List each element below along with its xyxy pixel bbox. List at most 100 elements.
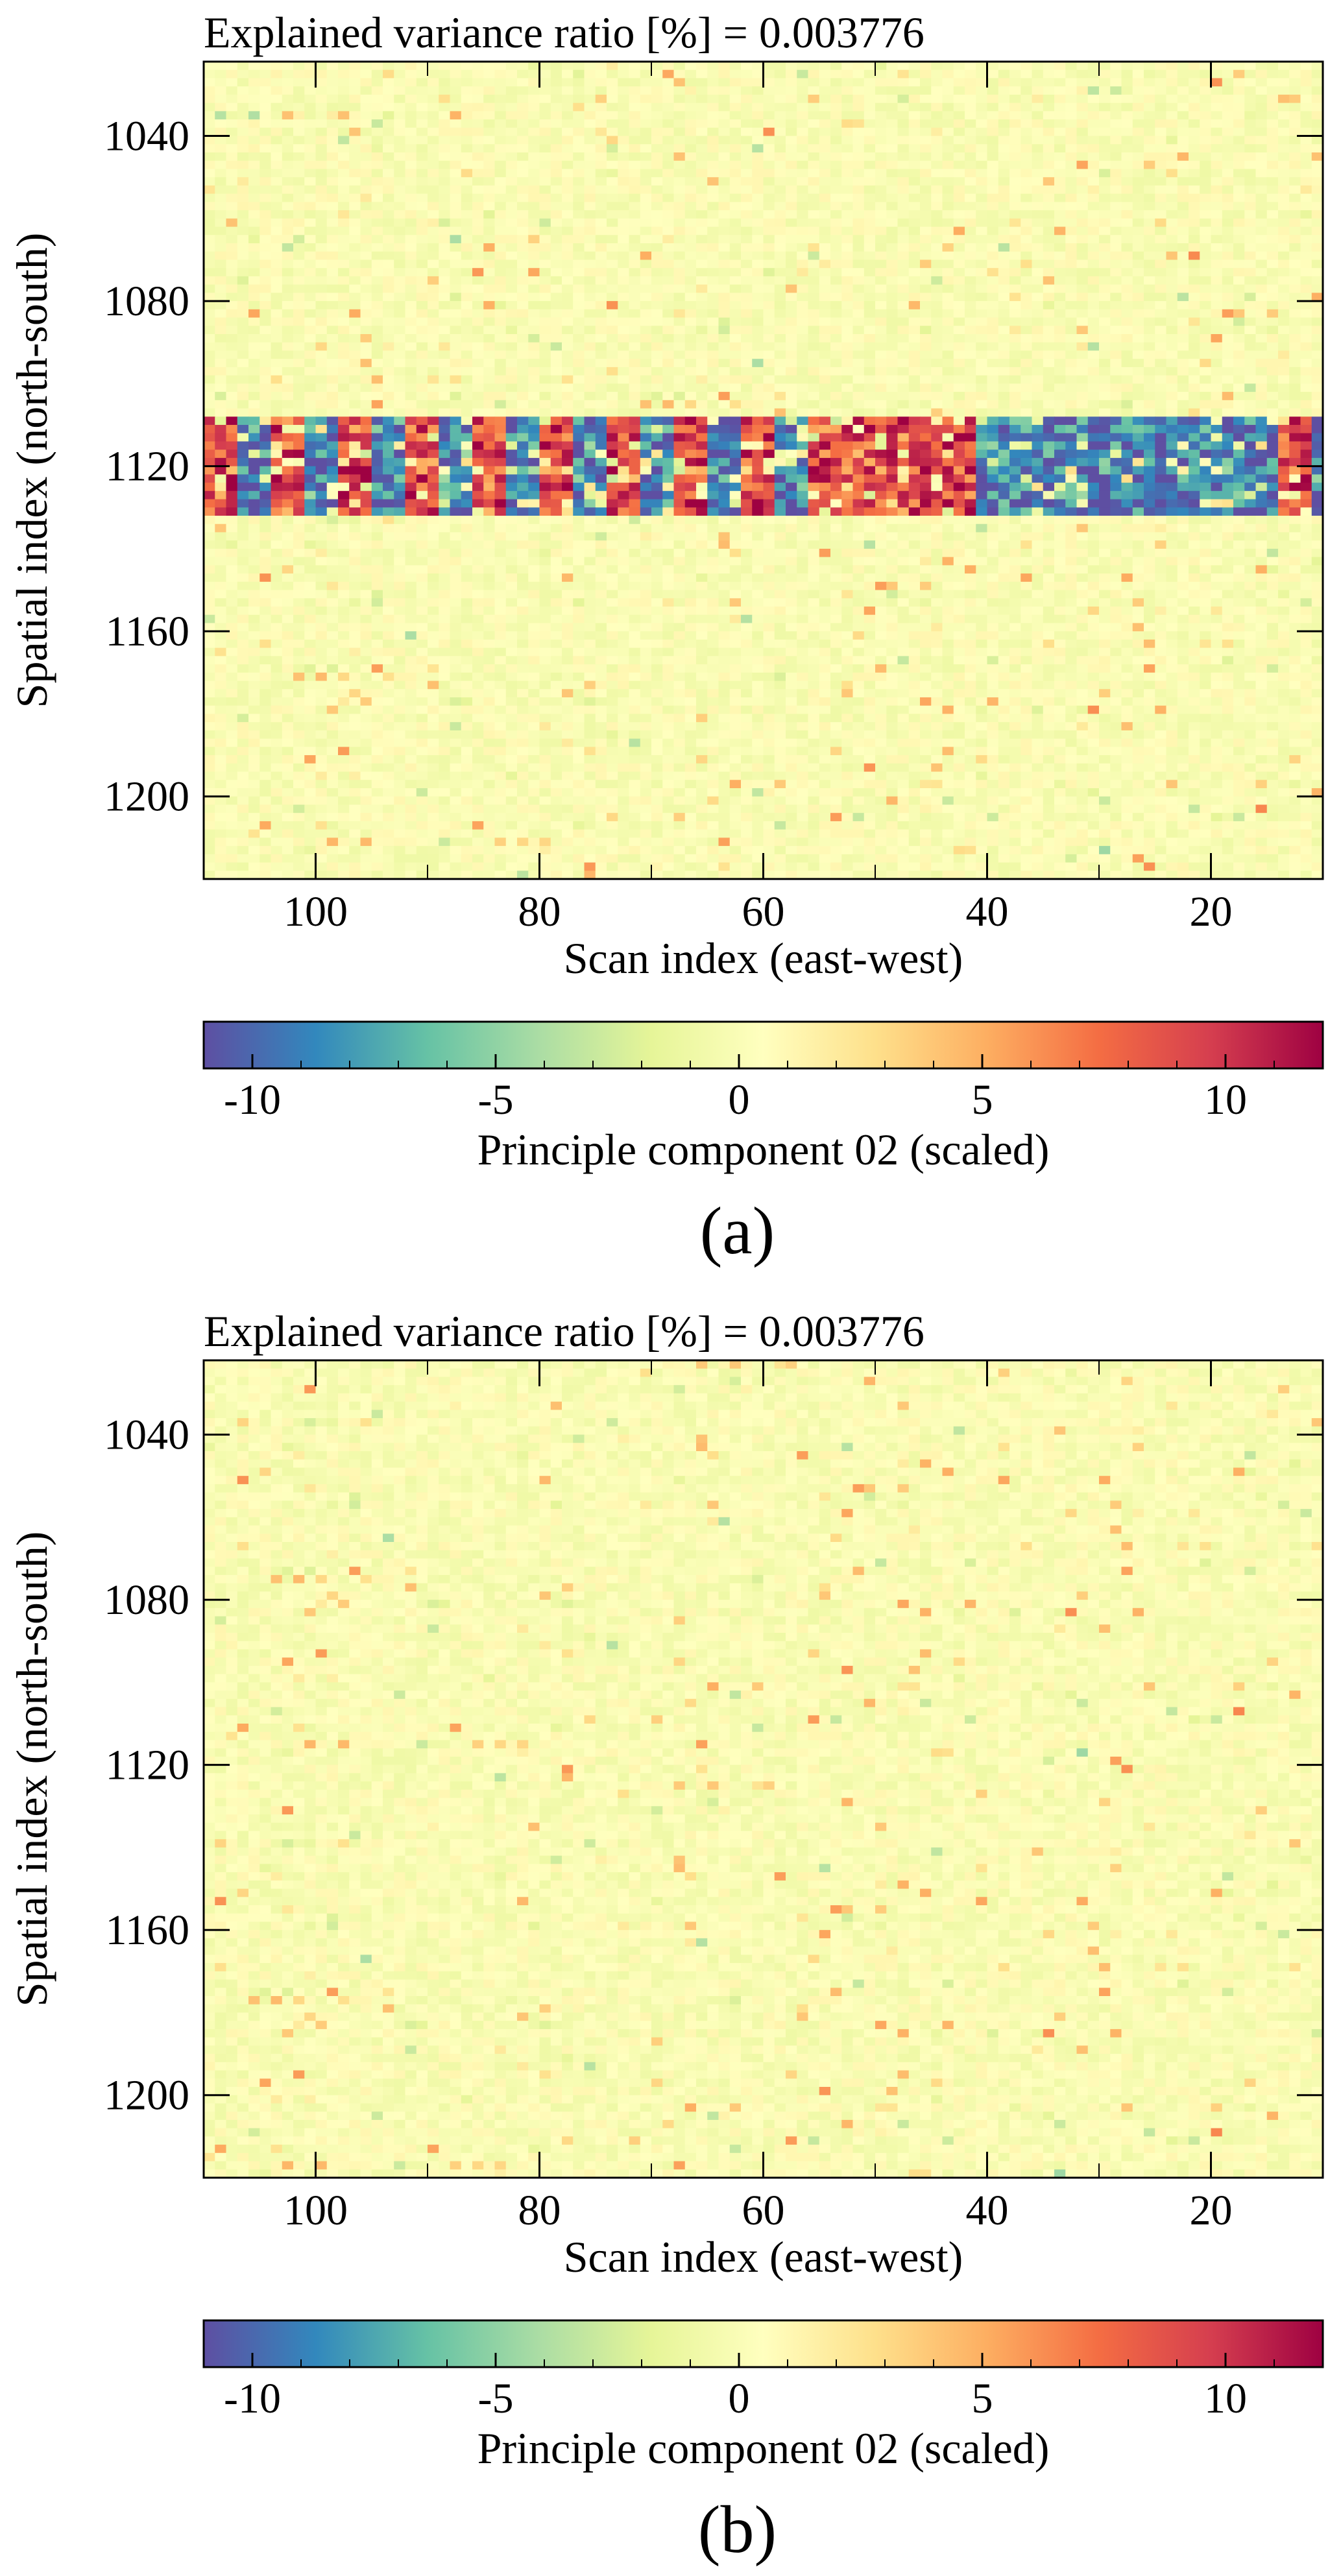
heatmap-cell: [729, 416, 742, 426]
heatmap-cell: [640, 259, 652, 269]
heatmap-cell: [987, 169, 999, 178]
heatmap-cell: [629, 350, 641, 359]
heatmap-cell: [226, 342, 238, 352]
heatmap-cell: [786, 202, 797, 211]
heatmap-cell: [1032, 69, 1044, 79]
heatmap-cell: [1032, 383, 1044, 392]
heatmap-cell: [439, 400, 451, 409]
heatmap-cell: [931, 251, 943, 261]
heatmap-cell: [684, 309, 697, 319]
heatmap-cell: [729, 367, 742, 376]
heatmap-cell: [707, 127, 719, 137]
heatmap-cell: [1009, 367, 1021, 376]
heatmap-cell: [204, 102, 215, 112]
heatmap-cell: [293, 284, 305, 293]
heatmap-cell: [864, 433, 876, 442]
heatmap-cell: [383, 185, 394, 195]
heatmap-cell: [875, 367, 887, 376]
heatmap-cell: [819, 309, 831, 319]
heatmap-cell: [953, 177, 965, 186]
heatmap-cell: [483, 78, 496, 87]
heatmap-cell: [618, 102, 630, 112]
heatmap-cell: [539, 169, 551, 178]
heatmap-cell: [1043, 102, 1055, 112]
heatmap-cell: [326, 102, 339, 112]
heatmap-cell: [640, 392, 652, 401]
heatmap-cell: [204, 226, 215, 235]
heatmap-cell: [875, 243, 887, 252]
heatmap-cell: [864, 375, 876, 384]
heatmap-cell: [472, 326, 484, 335]
heatmap-cell: [260, 102, 272, 112]
heatmap-cell: [729, 62, 742, 71]
heatmap-cell: [1110, 185, 1122, 195]
heatmap-cell: [718, 69, 731, 79]
heatmap-cell: [573, 136, 585, 145]
heatmap-cell: [1076, 160, 1089, 170]
heatmap-cell: [875, 293, 887, 302]
heatmap-cell: [786, 375, 797, 384]
heatmap-cell: [886, 193, 899, 202]
heatmap-cell: [539, 301, 551, 310]
heatmap-cell: [562, 62, 574, 71]
heatmap-cell: [1244, 301, 1257, 310]
heatmap-cell: [360, 78, 372, 87]
heatmap-cell: [886, 218, 899, 228]
heatmap-cell: [763, 62, 775, 71]
heatmap-cell: [405, 218, 417, 228]
heatmap-cell: [405, 334, 417, 343]
heatmap-cell: [819, 425, 831, 434]
heatmap-cell: [573, 375, 585, 384]
heatmap-cell: [1189, 342, 1200, 352]
heatmap-cell: [1166, 243, 1178, 252]
heatmap-cell: [494, 326, 507, 335]
heatmap-cell: [1233, 218, 1245, 228]
heatmap-cell: [539, 334, 551, 343]
heatmap-cell: [550, 392, 562, 401]
heatmap-cell: [472, 416, 484, 426]
heatmap-cell: [1166, 111, 1178, 120]
heatmap-cell: [539, 425, 551, 434]
heatmap-cell: [1087, 218, 1100, 228]
heatmap-cell: [428, 433, 439, 442]
heatmap-cell: [371, 317, 383, 326]
heatmap-cell: [763, 185, 775, 195]
heatmap-cell: [629, 375, 641, 384]
heatmap-cell: [371, 350, 383, 359]
heatmap-cell: [237, 334, 249, 343]
heatmap-cell: [494, 392, 507, 401]
heatmap-cell: [226, 202, 238, 211]
heatmap-cell: [248, 111, 260, 120]
heatmap-cell: [1300, 177, 1312, 186]
heatmap-cell: [987, 218, 999, 228]
heatmap-cell: [293, 400, 305, 409]
heatmap-cell: [562, 94, 574, 104]
heatmap-cell: [282, 144, 294, 153]
heatmap-cell: [808, 441, 820, 450]
heatmap-cell: [607, 441, 618, 450]
heatmap-cell: [1189, 408, 1200, 417]
heatmap-cell: [852, 284, 865, 293]
heatmap-cell: [360, 301, 372, 310]
heatmap-cell: [562, 309, 574, 319]
heatmap-cell: [293, 375, 305, 384]
heatmap-cell: [718, 185, 731, 195]
heatmap-cell: [718, 301, 731, 310]
heatmap-cell: [1087, 326, 1100, 335]
heatmap-cell: [1278, 160, 1290, 170]
heatmap-cell: [729, 119, 742, 128]
heatmap-cell: [483, 284, 496, 293]
heatmap-cell: [483, 111, 496, 120]
heatmap-cell: [450, 62, 462, 71]
heatmap-cell: [1065, 408, 1078, 417]
heatmap-cell: [763, 268, 775, 277]
heatmap-cell: [237, 235, 249, 244]
heatmap-cell: [1278, 450, 1290, 459]
heatmap-cell: [215, 169, 227, 178]
heatmap-cell: [819, 144, 831, 153]
heatmap-cell: [1021, 210, 1033, 219]
heatmap-cell: [1032, 317, 1044, 326]
heatmap-cell: [819, 218, 831, 228]
heatmap-cell: [562, 433, 574, 442]
heatmap-cell: [1166, 326, 1178, 335]
